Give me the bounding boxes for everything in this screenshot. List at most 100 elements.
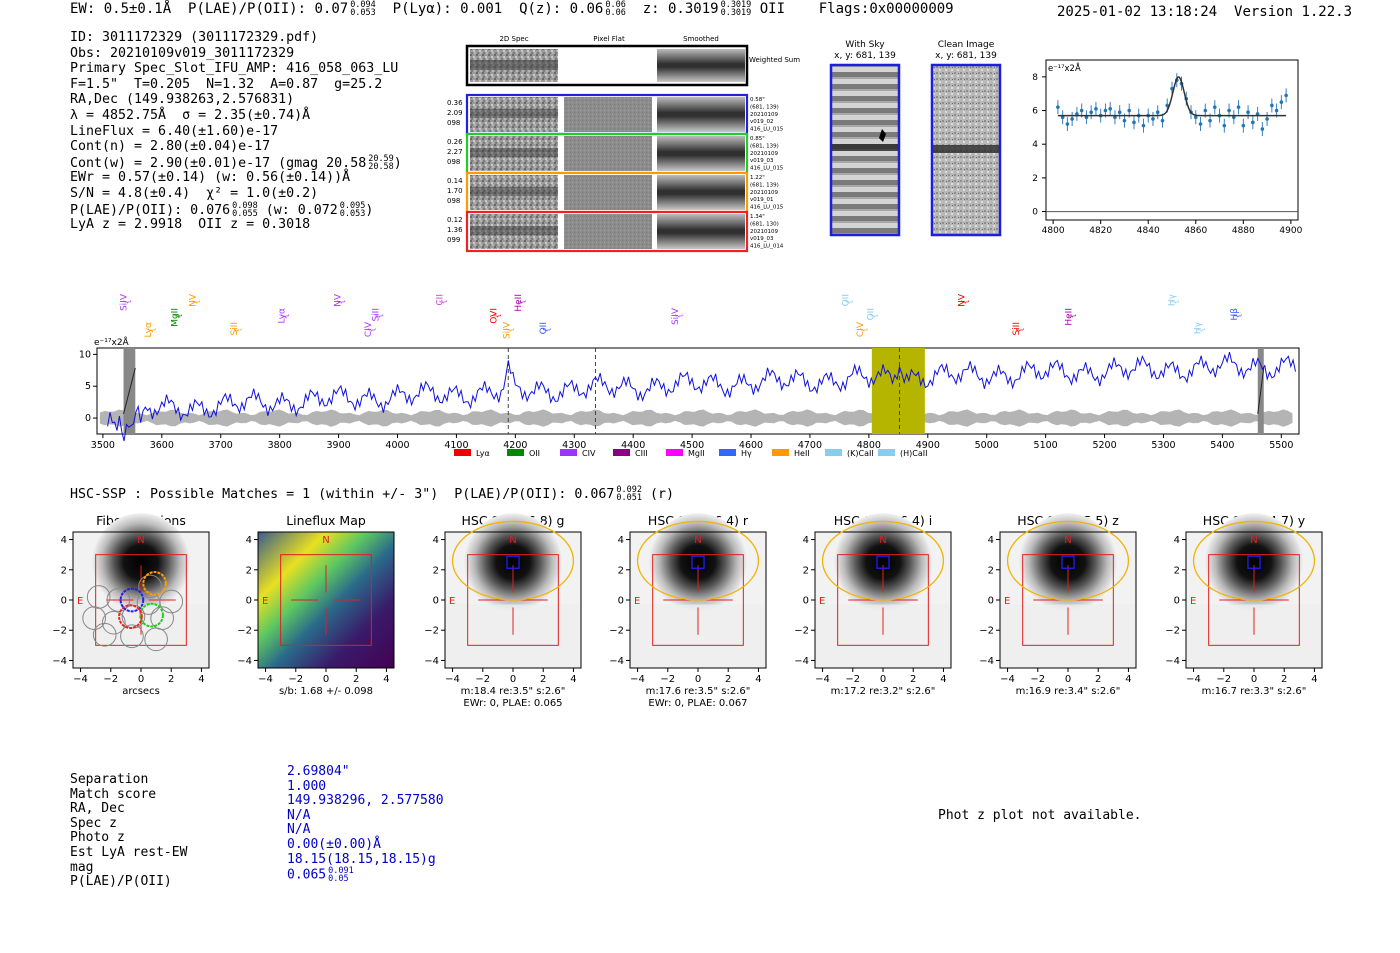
detection-info: ID: 3011172329 (3011172329.pdf) Obs: 202… bbox=[70, 30, 402, 233]
zoom-point bbox=[1193, 115, 1198, 120]
match-marker bbox=[506, 555, 520, 569]
spec2d-row-right-label: (681, 130) bbox=[750, 221, 779, 227]
full-xtick-label: 5100 bbox=[1034, 440, 1058, 451]
header-version: Version 1.22.3 bbox=[1234, 4, 1353, 20]
sky-title: With Sky bbox=[845, 40, 885, 50]
zoom-point bbox=[1113, 115, 1117, 120]
hsc-xtick-label: −4 bbox=[445, 674, 460, 685]
zoom-ytick-label: 0 bbox=[1032, 208, 1038, 218]
hsc-xtick-label: −2 bbox=[845, 674, 860, 685]
full-xtick-label: 4600 bbox=[739, 440, 763, 451]
spec2d-row-right-label: v019_01 bbox=[750, 197, 774, 203]
zoom-xtick-label: 4840 bbox=[1137, 226, 1160, 235]
full-xtick-label: 4000 bbox=[385, 440, 409, 451]
emission-line-markers: SiIV{Lyα{MgII{NV{SiII{Lyα{NV{CIV{SiII{CI… bbox=[119, 293, 1242, 339]
hsc-panel-group: Fiber PositionsNE−4−4−2−2002244arcsecsLi… bbox=[52, 513, 1323, 709]
hsc-ytick-label: −4 bbox=[609, 656, 624, 667]
hsc-xtick-label: 0 bbox=[1065, 674, 1071, 685]
full-xtick-label: 4400 bbox=[621, 440, 645, 451]
hsc-xtick-label: 4 bbox=[755, 674, 761, 685]
emission-line-label: CII bbox=[435, 294, 445, 306]
legend-swatch bbox=[825, 449, 842, 456]
zoom-axis-ticks: 4800 4820 4840 4860 4880 4900 0 2 4 6 8 bbox=[1032, 73, 1302, 235]
hsc-ytick-label: 0 bbox=[618, 596, 624, 607]
spec2d-row: 0.14 1.70 098 1.22"(681, 139) 20210109v019_0… bbox=[447, 171, 784, 214]
fiber-fourth bbox=[118, 604, 143, 629]
hsc-xtick-label: −4 bbox=[630, 674, 645, 685]
smoothed-image bbox=[657, 214, 745, 249]
info-plae-hi: 0.098 bbox=[232, 200, 258, 211]
hsc-xtick-label: 4 bbox=[570, 674, 576, 685]
zoom-xtick-label: 4820 bbox=[1089, 226, 1112, 235]
search-box bbox=[1208, 554, 1300, 646]
spec2d-row-right-label: v019_03 bbox=[750, 236, 774, 242]
spec2d-row-left-label: 098 bbox=[447, 119, 460, 127]
full-xtick-label: 4700 bbox=[798, 440, 822, 451]
emission-line-label: HeII bbox=[1065, 308, 1075, 326]
spec2d-row-right-label: 0.85" bbox=[750, 136, 765, 142]
east-label: E bbox=[634, 596, 640, 607]
zoom-point bbox=[1070, 117, 1074, 121]
spec2d-row-left-label: 0.12 bbox=[447, 216, 463, 224]
zoom-xtick-label: 4900 bbox=[1279, 226, 1302, 235]
smoothed-image bbox=[657, 97, 745, 132]
smoothed-image bbox=[657, 136, 745, 171]
legend-label: CIV bbox=[582, 449, 596, 458]
spec2d-row-left-label: 0.26 bbox=[447, 138, 463, 146]
fiber-circle bbox=[136, 591, 161, 615]
emission-line-brace: { bbox=[280, 313, 289, 318]
emission-line-label: CIV bbox=[364, 321, 374, 337]
hsc-ytick-label: 4 bbox=[618, 535, 624, 546]
emission-line-label: OII bbox=[841, 294, 851, 306]
aperture-ellipse bbox=[451, 520, 575, 601]
zoom-point bbox=[1212, 105, 1217, 109]
smoothed-image bbox=[657, 175, 745, 210]
info-plae-w-lo: 0.053 bbox=[339, 208, 366, 219]
north-label: N bbox=[694, 535, 701, 546]
hsc-ytick-label: −4 bbox=[52, 656, 67, 667]
full-xtick-label: 5200 bbox=[1092, 440, 1116, 451]
zoom-point bbox=[1132, 120, 1136, 125]
spec2d-row-left-label: 1.70 bbox=[447, 187, 463, 195]
fiber-circle bbox=[92, 622, 117, 647]
info-lineflux: LineFlux = 6.40(±1.60)e-17 bbox=[70, 123, 279, 139]
full-xtick-label: 3600 bbox=[150, 440, 174, 451]
emission-line-brace: { bbox=[1171, 299, 1180, 304]
hsc-xtick-label: −2 bbox=[660, 674, 675, 685]
galaxy-image bbox=[92, 513, 190, 612]
emission-line-label: SiII bbox=[230, 322, 240, 336]
hsc-caption-2: EWr: 0, PLAE: 0.067 bbox=[648, 698, 747, 709]
emission-line-brace: { bbox=[191, 299, 200, 304]
hsc-caption-1: arcsecs bbox=[122, 686, 160, 697]
full-unit-label: e⁻¹⁷x2Å bbox=[94, 336, 130, 348]
galaxy-image bbox=[464, 513, 562, 612]
zoom-point bbox=[1198, 122, 1203, 126]
spec2d-trace bbox=[470, 109, 558, 118]
hsc-summary: HSC-SSP : Possible Matches = 1 (within +… bbox=[70, 486, 674, 503]
spec2d-col-2d: 2D Spec bbox=[499, 35, 528, 43]
full-xtick-label: 5000 bbox=[975, 440, 999, 451]
zoom-xtick-label: 4860 bbox=[1184, 226, 1207, 235]
emission-line-brace: { bbox=[542, 327, 551, 332]
zoom-point bbox=[1084, 115, 1089, 120]
zoom-point bbox=[1208, 118, 1212, 123]
hsc-ytick-label: 0 bbox=[246, 596, 252, 607]
north-label: N bbox=[879, 535, 886, 546]
zoom-ytick-label: 8 bbox=[1032, 73, 1038, 83]
emission-line-brace: { bbox=[844, 299, 853, 304]
header-plya: P(Lyα): 0.001 bbox=[392, 1, 503, 17]
full-spectrum-trace bbox=[107, 351, 1296, 442]
emission-line-brace: { bbox=[960, 299, 969, 304]
hsc-ytick-label: 4 bbox=[246, 535, 252, 546]
info-id: ID: 3011172329 (3011172329.pdf) bbox=[70, 30, 319, 45]
zoom-point bbox=[1141, 123, 1146, 128]
header-ew: EW: 0.5±0.1Å bbox=[70, 1, 172, 17]
spec2d-row-right-label: 20210109 bbox=[750, 229, 778, 235]
hsc-ytick-label: −2 bbox=[424, 626, 439, 637]
weighted-sum-row: Weighted Sum bbox=[465, 44, 800, 87]
hsc-caption-2: EWr: 0, PLAE: 0.065 bbox=[463, 698, 562, 709]
legend-label: Hγ bbox=[741, 449, 752, 458]
hsc-xtick-label: 2 bbox=[1095, 674, 1101, 685]
